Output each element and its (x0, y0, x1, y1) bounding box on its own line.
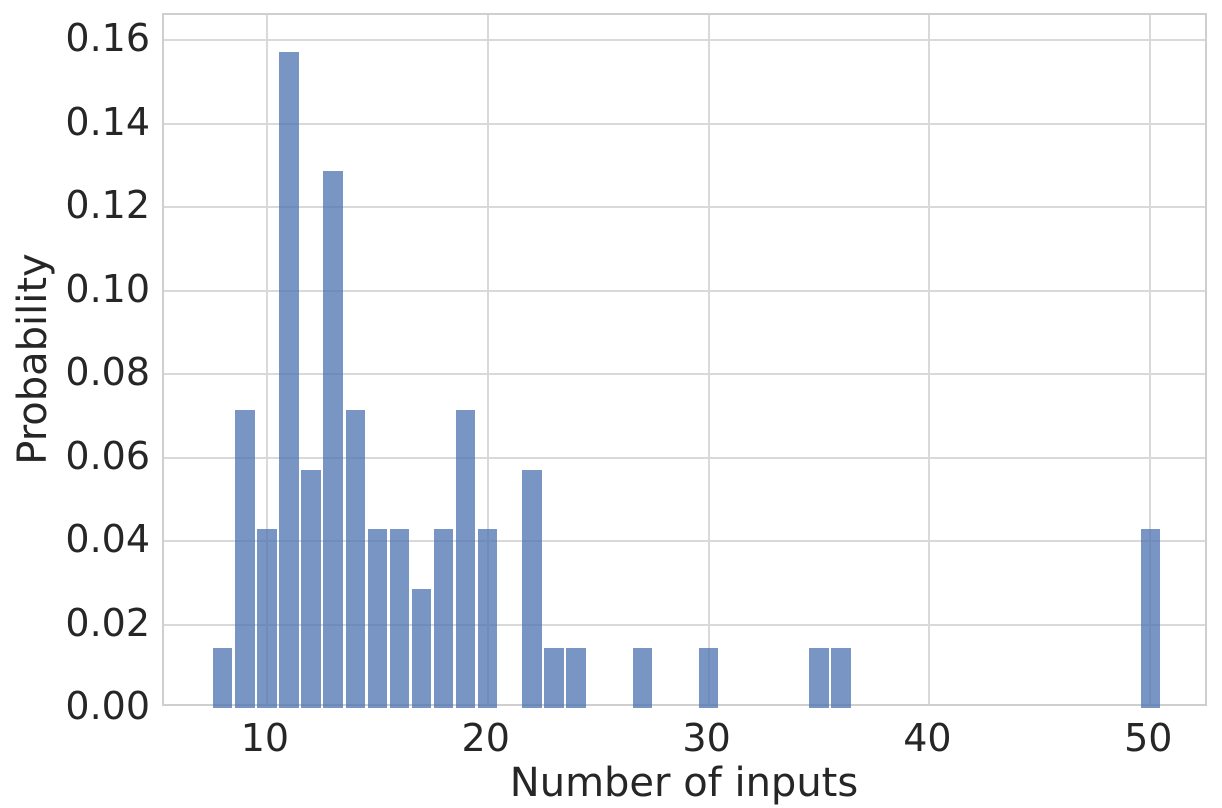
gridline-vertical-20 (486, 15, 489, 704)
y-tick-label-0.08: 0.08 (65, 350, 150, 395)
histogram-bar-x20 (478, 528, 498, 708)
y-tick-label-0.02: 0.02 (65, 600, 150, 645)
histogram-bar-x23 (544, 648, 564, 708)
histogram-bar-x50 (1140, 528, 1160, 708)
histogram-bar-x8 (213, 648, 233, 708)
x-tick-label-40: 40 (903, 716, 952, 760)
y-tick-label-0.14: 0.14 (65, 99, 150, 144)
x-axis-label: Number of inputs (509, 760, 859, 806)
y-tick-label-0.06: 0.06 (65, 433, 150, 478)
histogram-bar-x17 (411, 588, 432, 708)
gridline-horizontal-0.04 (164, 540, 1205, 542)
gridline-horizontal-0.02 (164, 623, 1205, 626)
gridline-horizontal-0.12 (164, 206, 1205, 209)
gridline-vertical-50 (1149, 15, 1152, 704)
gridline-vertical-40 (928, 15, 931, 704)
gridline-horizontal-0.10 (164, 289, 1205, 292)
histogram-bar-x11 (279, 52, 299, 708)
histogram-bar-x10 (257, 528, 277, 708)
histogram-bar-x9 (235, 409, 255, 708)
gridline-horizontal-0.06 (164, 456, 1205, 459)
histogram-bar-x15 (367, 528, 388, 708)
x-tick-label-20: 20 (461, 716, 510, 760)
histogram-bar-x24 (566, 648, 586, 708)
x-tick-label-30: 30 (682, 716, 731, 760)
histogram-bar-x14 (345, 409, 365, 708)
histogram-bar-x19 (455, 409, 476, 708)
gridline-vertical-10 (265, 15, 268, 704)
histogram-bar-x36 (831, 648, 851, 708)
plot-area (162, 13, 1207, 708)
gridline-horizontal-0.16 (164, 39, 1205, 42)
gridline-horizontal-0.08 (164, 373, 1205, 376)
x-tick-label-50: 50 (1124, 716, 1173, 760)
histogram-bar-x22 (522, 469, 542, 708)
y-axis-label: Probability (10, 253, 56, 465)
histogram-bar-x30 (698, 648, 719, 708)
y-tick-label-0.10: 0.10 (65, 266, 150, 311)
y-tick-label-0.00: 0.00 (65, 684, 150, 728)
histogram-bar-x35 (809, 648, 829, 708)
y-tick-label-0.16: 0.16 (65, 16, 150, 61)
gridline-vertical-30 (707, 15, 710, 704)
histogram-bar-x13 (323, 171, 343, 708)
y-tick-label-0.12: 0.12 (65, 183, 150, 228)
histogram-bar-x16 (389, 528, 410, 708)
histogram-bar-x18 (433, 528, 454, 708)
gridline-horizontal-0.14 (164, 122, 1205, 125)
y-tick-label-0.04: 0.04 (65, 517, 150, 561)
histogram-bar-x27 (632, 648, 653, 708)
histogram-bar-x12 (301, 469, 321, 708)
x-tick-label-10: 10 (240, 716, 290, 760)
